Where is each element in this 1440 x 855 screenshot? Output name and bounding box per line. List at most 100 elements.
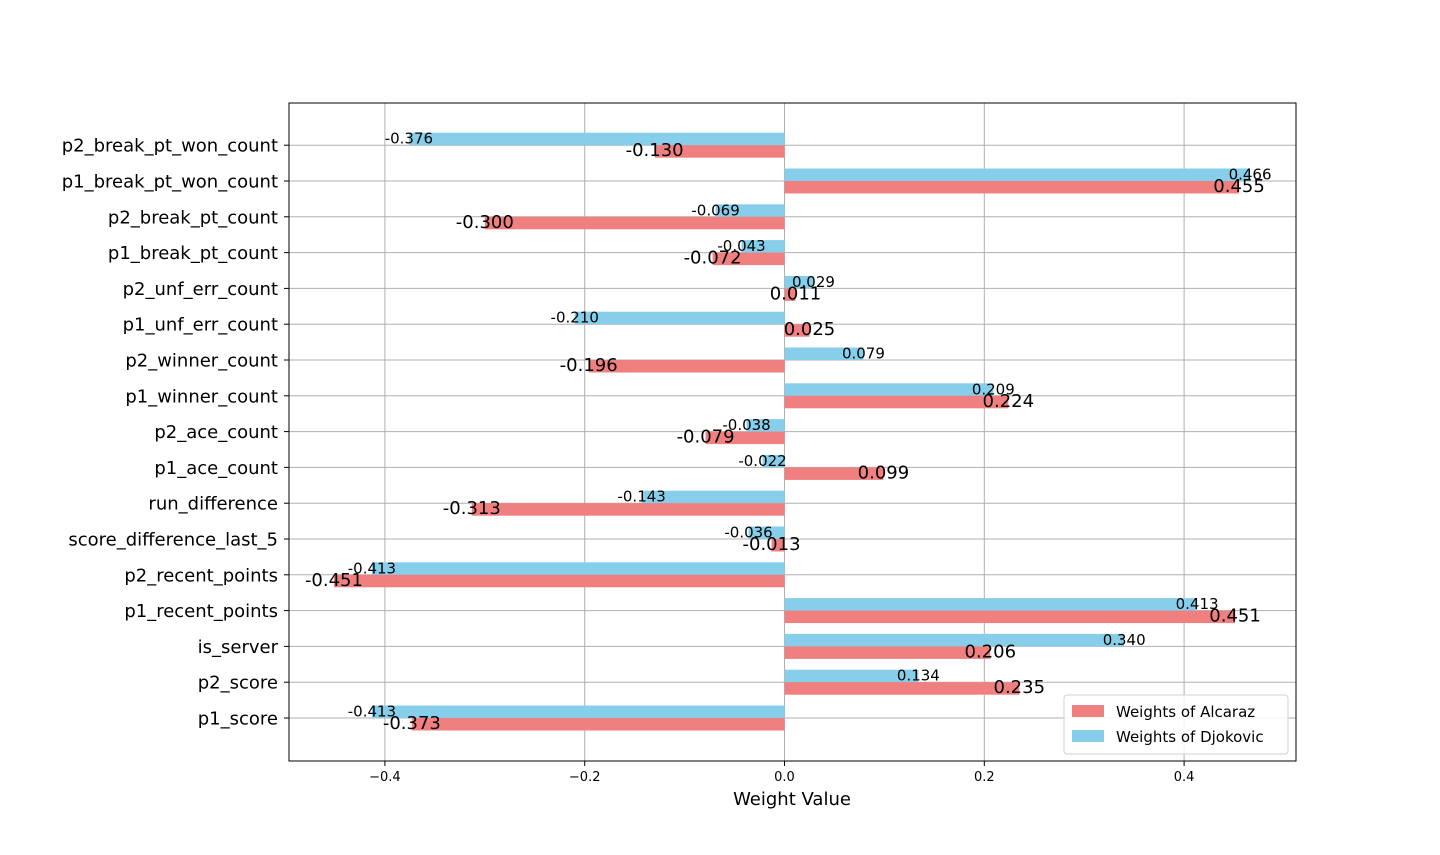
bar-djokovic xyxy=(748,526,785,539)
value-label-djokovic: -0.022 xyxy=(738,452,786,470)
value-label-alcaraz: -0.313 xyxy=(443,498,501,519)
bar-djokovic xyxy=(784,669,919,683)
bar-layer xyxy=(333,132,1251,731)
category-label: p1_unf_err_count xyxy=(123,315,278,336)
value-label-alcaraz: -0.072 xyxy=(684,248,742,269)
legend-label: Weights of Djokovic xyxy=(1116,728,1264,746)
bar-djokovic xyxy=(784,168,1251,181)
category-label: p1_break_pt_count xyxy=(108,243,278,264)
value-label-djokovic: -0.210 xyxy=(551,309,599,327)
bar-alcaraz xyxy=(712,252,785,266)
value-label-alcaraz: 0.011 xyxy=(770,283,822,304)
bar-djokovic xyxy=(784,633,1125,647)
value-label-djokovic: -0.413 xyxy=(348,703,396,721)
bar-alcaraz xyxy=(784,395,1009,409)
category-label: p2_unf_err_count xyxy=(123,279,278,300)
x-axis-title: Weight Value xyxy=(733,789,851,810)
bar-djokovic xyxy=(784,383,994,396)
bar-alcaraz xyxy=(654,145,785,158)
value-label-alcaraz: 0.455 xyxy=(1213,176,1265,197)
bar-djokovic xyxy=(762,454,785,468)
bar-alcaraz xyxy=(784,288,796,301)
category-label: p1_winner_count xyxy=(125,386,278,407)
bar-alcaraz xyxy=(784,181,1240,194)
legend-swatch xyxy=(1072,705,1104,717)
value-label-djokovic: 0.340 xyxy=(1103,631,1146,649)
value-label-djokovic: -0.143 xyxy=(617,488,665,506)
value-label-alcaraz: -0.079 xyxy=(677,427,735,448)
bar-alcaraz xyxy=(471,503,785,516)
category-label: p1_score xyxy=(198,709,278,730)
bar-alcaraz xyxy=(784,646,991,659)
axis-layer: −0.4 −0.2 0.0 0.2 0.4 p1_score p2_score is_serv… xyxy=(62,102,1297,785)
value-label-alcaraz: 0.451 xyxy=(1209,606,1261,627)
category-label: p1_ace_count xyxy=(154,458,278,479)
category-label: p2_ace_count xyxy=(154,422,278,443)
bar-djokovic xyxy=(784,598,1198,611)
value-label-alcaraz: -0.013 xyxy=(743,534,801,555)
value-label-djokovic: 0.466 xyxy=(1229,166,1272,184)
legend: Weights of Alcaraz Weights of Djokovic xyxy=(1063,694,1289,755)
x-tick-label: 0.2 xyxy=(974,770,995,785)
bar-alcaraz xyxy=(771,539,785,552)
value-label-alcaraz: -0.130 xyxy=(626,140,684,161)
value-label-alcaraz: -0.451 xyxy=(305,570,363,591)
bar-djokovic xyxy=(746,419,785,432)
value-label-alcaraz: 0.206 xyxy=(965,641,1017,662)
x-tick-label: 0.0 xyxy=(774,770,795,785)
category-label: p1_break_pt_won_count xyxy=(62,172,278,193)
value-label-djokovic: 0.134 xyxy=(897,667,940,685)
value-label-djokovic: 0.413 xyxy=(1176,595,1219,613)
x-tick-label: −0.2 xyxy=(569,770,601,785)
legend-box xyxy=(1063,694,1289,755)
value-label-djokovic: -0.413 xyxy=(348,559,396,577)
bar-djokovic xyxy=(408,132,785,146)
plot-frame xyxy=(288,102,1297,762)
bar-djokovic xyxy=(641,490,785,504)
value-label-alcaraz: 0.025 xyxy=(784,319,836,340)
value-label-alcaraz: -0.196 xyxy=(560,355,618,376)
x-tick-label: −0.4 xyxy=(369,770,401,785)
bar-alcaraz xyxy=(784,610,1236,624)
bar-alcaraz xyxy=(784,467,884,480)
value-label-djokovic: 0.029 xyxy=(792,273,835,291)
bar-alcaraz xyxy=(484,216,785,230)
category-label: p2_break_pt_count xyxy=(108,207,278,228)
value-label-layer: -0.413-0.3730.1340.2350.3400.2060.4130.4… xyxy=(305,130,1272,734)
category-label: p2_score xyxy=(198,673,278,694)
category-label: run_difference xyxy=(148,494,278,515)
bar-alcaraz xyxy=(588,360,785,373)
category-label: p2_recent_points xyxy=(124,565,278,586)
value-label-djokovic: -0.038 xyxy=(722,416,770,434)
legend-swatch xyxy=(1072,730,1104,742)
bar-alcaraz xyxy=(784,324,810,337)
value-label-djokovic: -0.043 xyxy=(717,237,765,255)
value-label-alcaraz: -0.373 xyxy=(383,713,441,734)
category-label: score_difference_last_5 xyxy=(68,530,278,551)
category-label: p1_recent_points xyxy=(124,601,278,622)
bar-alcaraz xyxy=(784,682,1020,695)
value-label-djokovic: 0.209 xyxy=(972,380,1015,398)
category-label: p2_break_pt_won_count xyxy=(62,136,278,157)
bar-djokovic xyxy=(371,705,785,718)
value-label-alcaraz: 0.099 xyxy=(858,462,910,483)
value-label-djokovic: -0.069 xyxy=(691,201,739,219)
value-label-alcaraz: 0.235 xyxy=(994,677,1046,698)
value-label-djokovic: 0.079 xyxy=(842,345,885,363)
x-tick-label: 0.4 xyxy=(1174,770,1195,785)
bar-djokovic xyxy=(784,347,864,360)
value-label-djokovic: -0.036 xyxy=(724,524,772,542)
grid-layer xyxy=(289,103,1296,761)
bar-alcaraz xyxy=(333,574,785,588)
bar-alcaraz xyxy=(411,718,785,731)
category-label: is_server xyxy=(198,637,279,658)
bar-djokovic xyxy=(371,562,785,575)
value-label-alcaraz: -0.300 xyxy=(456,212,514,233)
value-label-djokovic: -0.376 xyxy=(385,130,433,148)
bar-djokovic xyxy=(784,275,814,289)
legend-label: Weights of Alcaraz xyxy=(1116,703,1255,721)
bar-djokovic xyxy=(715,204,785,217)
category-label: p2_winner_count xyxy=(125,351,278,372)
